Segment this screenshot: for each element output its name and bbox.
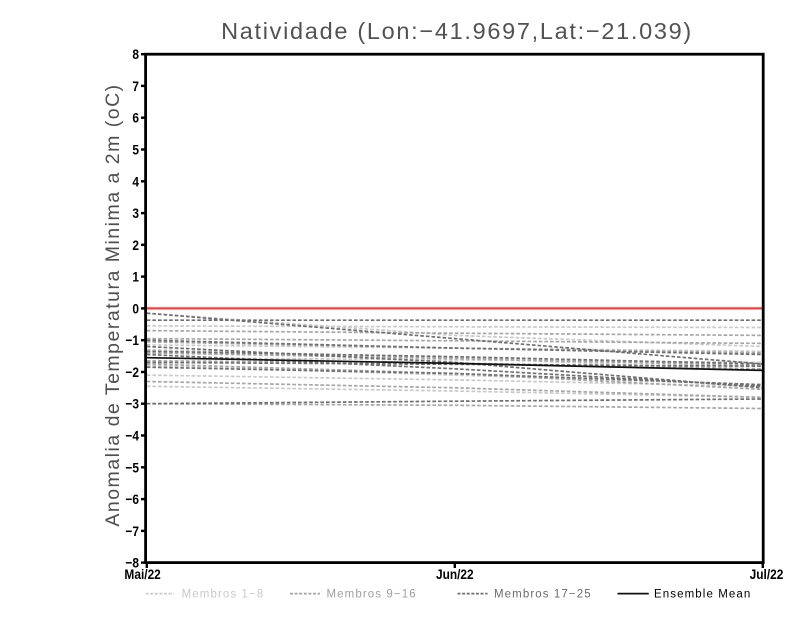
svg-text:Membros 17−25: Membros 17−25 <box>494 589 592 601</box>
svg-text:−2: −2 <box>125 364 139 380</box>
svg-text:3: 3 <box>132 205 139 221</box>
svg-text:Jun/22: Jun/22 <box>436 566 474 582</box>
svg-text:−1: −1 <box>125 332 139 348</box>
svg-text:−3: −3 <box>125 396 139 412</box>
svg-text:−8: −8 <box>125 555 139 571</box>
svg-text:2: 2 <box>132 237 139 253</box>
svg-text:Mai/22: Mai/22 <box>124 566 160 582</box>
svg-text:8: 8 <box>132 46 139 62</box>
svg-text:Ensemble Mean: Ensemble Mean <box>654 589 751 601</box>
svg-text:4: 4 <box>132 173 139 189</box>
svg-text:7: 7 <box>132 78 139 94</box>
svg-text:−4: −4 <box>125 428 139 444</box>
svg-text:6: 6 <box>132 110 139 126</box>
svg-text:Natividade (Lon:−41.9697,Lat:−: Natividade (Lon:−41.9697,Lat:−21.039) <box>221 18 693 44</box>
svg-text:−6: −6 <box>125 491 139 507</box>
svg-text:Membros 1−8: Membros 1−8 <box>182 589 265 601</box>
svg-text:0: 0 <box>132 300 139 316</box>
svg-text:1: 1 <box>132 269 139 285</box>
svg-text:−5: −5 <box>125 459 139 475</box>
svg-text:−7: −7 <box>125 523 139 539</box>
svg-text:5: 5 <box>132 142 139 158</box>
svg-text:Anomalia de Temperatura Minima: Anomalia de Temperatura Minima a 2m (oC) <box>102 83 124 526</box>
svg-text:Jul/22: Jul/22 <box>750 566 784 582</box>
svg-text:Membros 9−16: Membros 9−16 <box>327 589 417 601</box>
